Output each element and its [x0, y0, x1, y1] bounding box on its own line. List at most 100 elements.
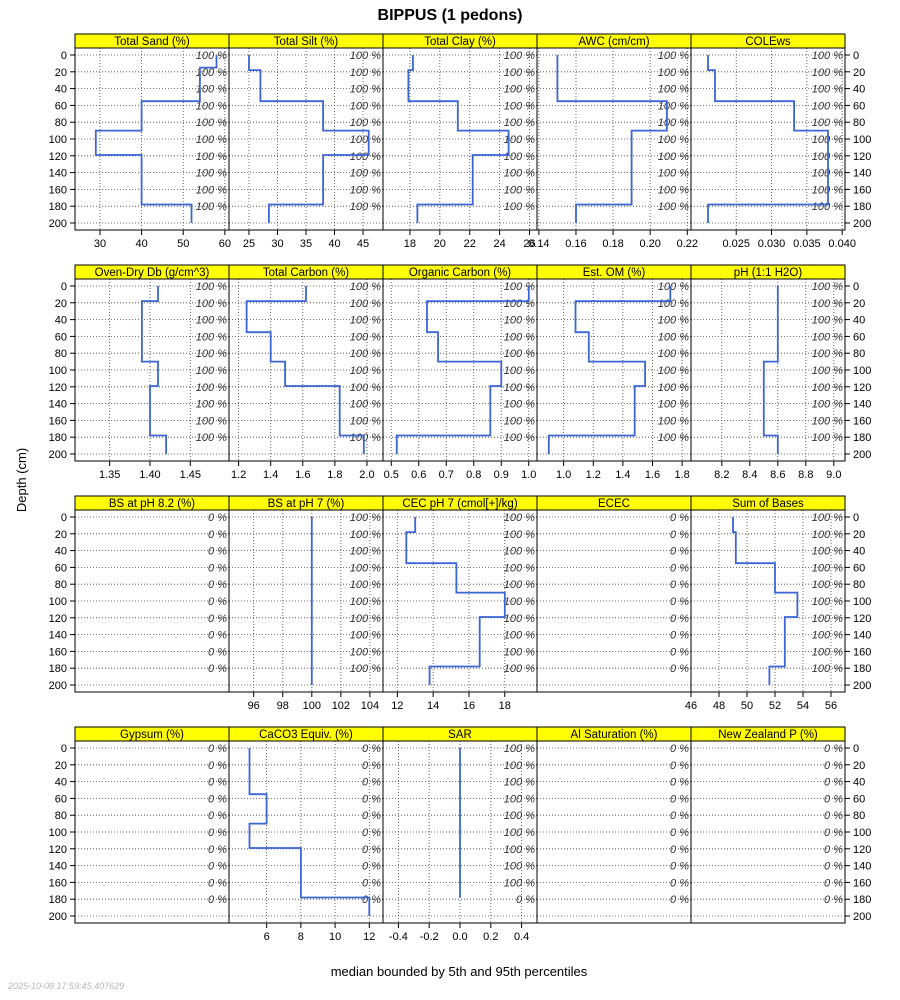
percent-label: 100 %	[504, 201, 535, 213]
x-tick-label: 0.6	[411, 469, 426, 481]
percent-label: 100 %	[504, 348, 535, 360]
panel-title: SAR	[448, 729, 472, 741]
percent-label: 100 %	[196, 84, 227, 96]
percent-label: 0 %	[362, 861, 381, 873]
percent-label: 0 %	[208, 844, 227, 856]
panel-title: New Zealand P (%)	[718, 729, 818, 741]
percent-label: 100 %	[658, 100, 689, 112]
x-tick-label: 18	[499, 700, 511, 712]
y-tick-label: 20	[55, 298, 67, 310]
percent-label: 100 %	[812, 298, 843, 310]
percent-label: 100 %	[350, 596, 381, 608]
x-tick-label: 12	[391, 700, 403, 712]
y-tick-label: 200	[49, 911, 67, 923]
panel-14: ECEC 0 % 0 % 0 % 0 % 0 % 0 % 0 % 0 % 0 % 0 %	[536, 495, 692, 693]
y-tick-label: 140	[853, 861, 871, 873]
y-tick-label: 180	[853, 432, 871, 444]
percent-label: 100 %	[812, 415, 843, 427]
x-tick-label: 0.4	[514, 931, 529, 943]
percent-label: 100 %	[504, 399, 535, 411]
x-tick-label: 22	[464, 238, 476, 250]
y-tick-label: 140	[49, 168, 67, 180]
x-tick-label: 0.025	[722, 238, 750, 250]
percent-label: 0 %	[208, 894, 227, 906]
percent-label: 100 %	[812, 331, 843, 343]
percent-label: 100 %	[812, 613, 843, 625]
percent-label: 100 %	[658, 134, 689, 146]
panel-grid: Total Sand (%)100 %100 %100 %100 %100 %1…	[49, 33, 871, 943]
percent-label: 0 %	[208, 743, 227, 755]
percent-label: 100 %	[812, 365, 843, 377]
y-tick-label: 180	[49, 201, 67, 213]
y-tick-label: 80	[853, 810, 865, 822]
percent-label: 0 %	[670, 630, 689, 642]
panel-13: CEC pH 7 (cmol[+]/kg) 100 % 100 % 100 % 100 …	[382, 495, 538, 712]
percent-label: 0 %	[516, 894, 535, 906]
percent-label: 100 %	[812, 100, 843, 112]
percent-label: 100 %	[196, 117, 227, 129]
percent-label: 100 %	[196, 382, 227, 394]
percent-label: 100 %	[196, 67, 227, 79]
percent-label: 100 %	[196, 50, 227, 62]
y-tick-label: 160	[49, 646, 67, 658]
percent-label: 0 %	[208, 630, 227, 642]
x-tick-label: 16	[463, 700, 475, 712]
x-tick-label: 98	[277, 700, 289, 712]
percent-label: 0 %	[208, 877, 227, 889]
y-tick-label: 60	[55, 100, 67, 112]
percent-label: 0 %	[824, 844, 843, 856]
y-tick-label: 200	[49, 218, 67, 230]
x-tick-label: 8	[298, 931, 304, 943]
x-tick-label: 96	[248, 700, 260, 712]
percent-label: 0 %	[208, 646, 227, 658]
x-tick-label: 40	[135, 238, 147, 250]
y-tick-label: 60	[853, 100, 865, 112]
panel-15: Sum of Bases 100 % 100 % 100 % 100 % 100 % 100…	[685, 495, 871, 712]
y-tick-label: 120	[49, 382, 67, 394]
y-tick-label: 60	[55, 562, 67, 574]
x-tick-label: 0.8	[466, 469, 481, 481]
y-tick-label: 20	[853, 760, 865, 772]
y-tick-label: 80	[853, 348, 865, 360]
percent-label: 100 %	[658, 281, 689, 293]
percent-label: 100 %	[350, 84, 381, 96]
y-tick-label: 80	[55, 348, 67, 360]
y-tick-label: 120	[853, 382, 871, 394]
percent-label: 100 %	[350, 546, 381, 558]
percent-label: 100 %	[812, 50, 843, 62]
x-tick-label: 1.0	[556, 469, 571, 481]
percent-label: 100 %	[504, 298, 535, 310]
x-tick-label: 45	[357, 238, 369, 250]
panel-title: Gypsum (%)	[120, 729, 184, 741]
percent-label: 0 %	[208, 613, 227, 625]
percent-label: 0 %	[824, 793, 843, 805]
percent-label: 100 %	[504, 382, 535, 394]
percent-label: 100 %	[350, 100, 381, 112]
panel-title: Total Carbon (%)	[263, 267, 349, 279]
percent-label: 0 %	[670, 793, 689, 805]
y-tick-label: 160	[49, 184, 67, 196]
percent-label: 0 %	[670, 877, 689, 889]
x-tick-label: 10	[329, 931, 341, 943]
percent-label: 100 %	[504, 596, 535, 608]
y-tick-label: 120	[853, 613, 871, 625]
x-tick-label: 1.45	[180, 469, 201, 481]
x-tick-label: 14	[427, 700, 439, 712]
x-tick-label: 8.4	[742, 469, 757, 481]
x-axis-label: median bounded by 5th and 95th percentil…	[331, 964, 588, 979]
x-tick-label: 8.8	[798, 469, 813, 481]
x-tick-label: 1.8	[327, 469, 342, 481]
y-tick-label: 100	[49, 134, 67, 146]
panel-10: pH (1:1 H2O) 100 % 100 % 100 % 100 % 100 % 100…	[690, 264, 871, 481]
percent-label: 0 %	[208, 663, 227, 675]
x-tick-label: 1.40	[139, 469, 160, 481]
percent-label: 0 %	[208, 562, 227, 574]
percent-label: 0 %	[670, 810, 689, 822]
percent-label: 100 %	[504, 50, 535, 62]
percent-label: 100 %	[504, 827, 535, 839]
percent-label: 100 %	[658, 50, 689, 62]
x-tick-label: 20	[434, 238, 446, 250]
percent-label: 100 %	[196, 331, 227, 343]
y-tick-label: 140	[49, 861, 67, 873]
panel-8: Organic Carbon (%) 100 % 100 % 100 % 100 % 10…	[382, 264, 538, 481]
